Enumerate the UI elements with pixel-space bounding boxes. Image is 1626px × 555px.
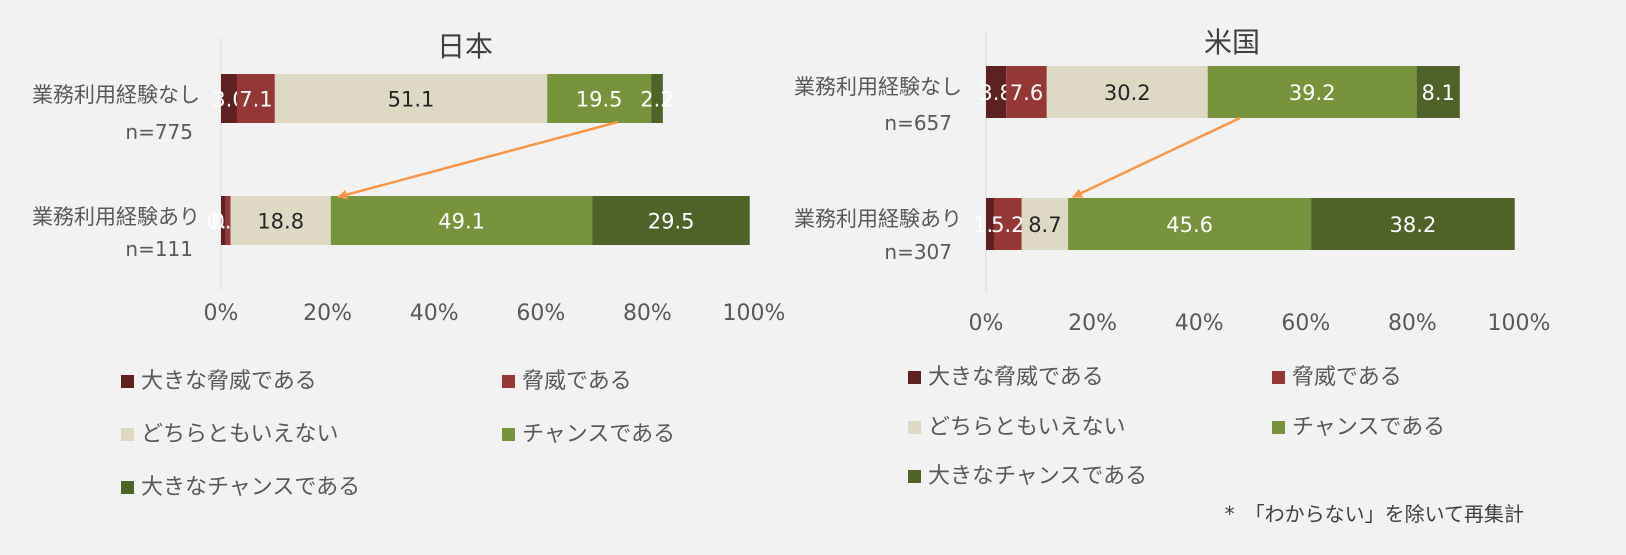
bar-segment [651, 74, 663, 123]
bar-segment [592, 196, 750, 245]
sample-size-label: n=111 [125, 237, 193, 261]
bar-segment [1207, 66, 1417, 118]
legend-label: 大きな脅威である [928, 365, 1104, 390]
data-label: 7.1 [239, 88, 272, 112]
bar-segment [221, 196, 226, 245]
legend-swatch [121, 481, 134, 494]
bar-segment [1021, 198, 1069, 250]
bar-segment [225, 196, 231, 245]
legend-swatch [121, 375, 134, 388]
sample-size-label: n=775 [125, 120, 193, 144]
legend-label: 大きな脅威である [141, 369, 317, 394]
chart-panel-usa: 米国0% 20% 40% 60% 80% 100%3.87.6 30.2 39.2 8.1業務利… [794, 26, 1550, 489]
data-label: 5.2 [991, 213, 1024, 237]
bar-segment [1311, 198, 1515, 250]
bar-segment [1068, 198, 1312, 250]
data-label: 49.1 [438, 210, 485, 234]
sample-size-label: n=657 [884, 111, 952, 135]
data-label: 8.1 [1422, 81, 1455, 105]
bar-segment [1416, 66, 1460, 118]
legend-swatch [908, 371, 921, 384]
category-label: 業務利用経験なし [794, 75, 962, 99]
bar-segment [986, 66, 1007, 118]
x-tick-label: 0% [969, 311, 1004, 336]
data-label: 18.8 [257, 210, 304, 234]
bar-segment [274, 74, 548, 123]
x-tick-label: 100% [1488, 311, 1551, 336]
chart-title: 日本 [437, 30, 493, 63]
x-tick-label: 100% [723, 301, 786, 326]
category-label: 業務利用経験あり [794, 207, 962, 231]
chart-title: 米国 [1204, 26, 1260, 59]
sample-size-label: n=307 [884, 240, 952, 264]
bar-segment [221, 74, 237, 123]
legend-swatch [502, 428, 515, 441]
bar-segment [986, 198, 994, 250]
x-tick-label: 20% [303, 301, 352, 326]
data-label: 19.5 [576, 88, 623, 112]
data-label: 2.2 [640, 88, 673, 112]
data-label: 38.2 [1390, 213, 1437, 237]
category-label: 業務利用経験あり [32, 205, 200, 229]
legend-label: 大きなチャンスである [141, 475, 360, 500]
legend-label: 脅威である [1292, 365, 1402, 390]
legend-label: 大きなチャンスである [928, 464, 1147, 489]
bar-segment [1046, 66, 1208, 118]
chart-panel-japan: 日本0% 20% 40% 60% 80% 100%3.07.1 51.1 19.5 2.2業務利… [32, 30, 785, 500]
legend-swatch [121, 428, 134, 441]
trend-arrow [337, 120, 619, 200]
data-label: 8.7 [1028, 213, 1061, 237]
data-label: 7.6 [1010, 81, 1043, 105]
x-tick-label: 80% [623, 301, 672, 326]
x-tick-label: 40% [410, 301, 459, 326]
legend-label: チャンスである [522, 422, 675, 447]
legend-label: 脅威である [522, 369, 632, 394]
bar-segment [1006, 66, 1047, 118]
bar-segment [236, 74, 275, 123]
data-label: 45.6 [1166, 213, 1213, 237]
data-label: 29.5 [648, 210, 695, 234]
trend-arrow [1072, 116, 1241, 199]
legend-swatch [1272, 371, 1285, 384]
x-tick-label: 80% [1388, 311, 1437, 336]
legend-label: チャンスである [1292, 415, 1445, 440]
bar-segment [230, 196, 331, 245]
legend-swatch [1272, 421, 1285, 434]
bar-segment [330, 196, 593, 245]
data-label: 39.2 [1289, 81, 1336, 105]
bar-segment [547, 74, 652, 123]
x-tick-label: 0% [204, 301, 239, 326]
data-label: 51.1 [388, 88, 435, 112]
legend-label: どちらともいえない [928, 415, 1126, 440]
category-label: 業務利用経験なし [32, 83, 200, 107]
x-tick-label: 60% [1281, 311, 1330, 336]
x-tick-label: 60% [516, 301, 565, 326]
legend-swatch [908, 421, 921, 434]
bar-segment [993, 198, 1022, 250]
footnote: * 「わからない」を除いて再集計 [1225, 502, 1524, 526]
legend-label: どちらともいえない [141, 422, 339, 447]
x-tick-label: 40% [1175, 311, 1224, 336]
data-label: 30.2 [1104, 81, 1151, 105]
legend-swatch [502, 375, 515, 388]
x-tick-label: 20% [1068, 311, 1117, 336]
legend-swatch [908, 470, 921, 483]
